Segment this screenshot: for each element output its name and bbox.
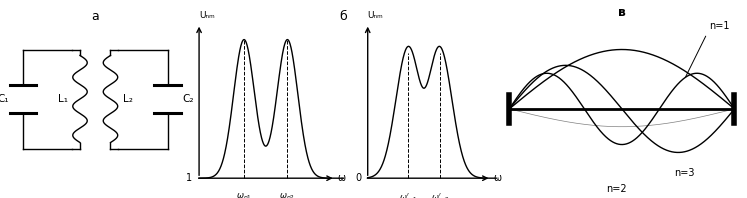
Text: n=3: n=3 xyxy=(675,168,695,178)
Text: n=2: n=2 xyxy=(607,184,627,194)
Text: ω: ω xyxy=(493,173,501,183)
Text: Uₙₘ: Uₙₘ xyxy=(368,11,383,20)
Text: $\omega_{p2}$: $\omega_{p2}$ xyxy=(279,192,295,198)
Text: ω: ω xyxy=(337,173,345,183)
Text: 1: 1 xyxy=(186,173,192,183)
Text: $\omega'_{p1}$: $\omega'_{p1}$ xyxy=(399,192,417,198)
Text: a: a xyxy=(91,10,99,23)
Text: б: б xyxy=(340,10,347,23)
Text: Uₙₘ: Uₙₘ xyxy=(199,11,215,20)
Text: $\omega'_{p2}$: $\omega'_{p2}$ xyxy=(431,192,449,198)
Text: C₁: C₁ xyxy=(0,94,9,104)
Text: n=1: n=1 xyxy=(710,21,730,31)
Text: C₂: C₂ xyxy=(182,94,193,104)
Text: $\omega_{p1}$: $\omega_{p1}$ xyxy=(236,192,252,198)
Text: L₂: L₂ xyxy=(123,94,132,104)
Text: 0: 0 xyxy=(355,173,362,183)
Text: в: в xyxy=(618,6,626,19)
Text: L₁: L₁ xyxy=(58,94,68,104)
